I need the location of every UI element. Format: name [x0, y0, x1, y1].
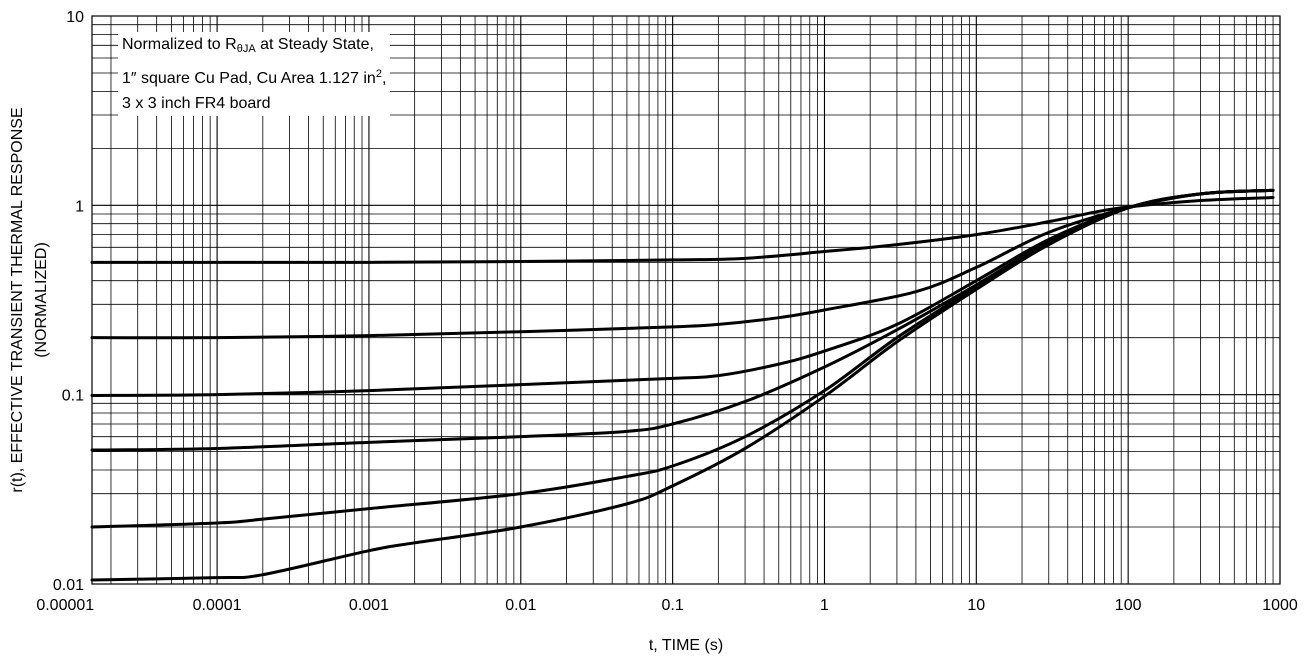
x-tick-label: 1000	[1262, 597, 1298, 614]
chart-annotation: Normalized to RθJA at Steady State, 1″ s…	[118, 32, 391, 116]
series-line-2	[90, 188, 1275, 340]
x-tick-label: 0.01	[505, 597, 536, 614]
y-axis-title: r(t), EFFECTIVE TRANSIENT THERMAL RESPON…	[9, 107, 26, 492]
annotation-text: 1″ square Cu Pad, Cu Area 1.127 in	[122, 70, 376, 87]
annotation-text: ,	[381, 70, 387, 87]
x-tick-label: 0.001	[349, 597, 389, 614]
x-tick-label: 0.00001	[36, 597, 94, 614]
annotation-subscript: θJA	[236, 43, 256, 55]
annotation-line-1: Normalized to RθJA at Steady State,	[122, 32, 386, 62]
x-tick-label: 100	[1115, 597, 1142, 614]
annotation-text: Normalized to R	[122, 36, 237, 53]
series-line-5	[90, 188, 1275, 529]
y-tick-label: 0.1	[62, 388, 84, 405]
annotation-line-2: 1″ square Cu Pad, Cu Area 1.127 in2,	[122, 62, 386, 91]
x-axis-title: t, TIME (s)	[649, 637, 723, 654]
annotation-line-3: 3 x 3 inch FR4 board	[122, 95, 271, 112]
x-tick-label: 0.0001	[193, 597, 242, 614]
plot-frame	[91, 15, 1281, 585]
x-tick-labels: 0.00001 0.0001 0.001 0.01 0.1 1 10 100 1000	[36, 597, 1298, 614]
y-tick-label: 1	[75, 198, 84, 215]
chart-series	[90, 188, 1275, 582]
annotation-text: at Steady State,	[255, 36, 374, 53]
y-tick-label: 0.01	[53, 577, 84, 594]
x-tick-label: 1	[820, 597, 829, 614]
y-axis-subtitle: (NORMALIZED)	[33, 242, 50, 358]
x-tick-label: 0.1	[662, 597, 684, 614]
series-line-4	[90, 188, 1275, 452]
y-tick-labels: 0.01 0.1 1 10	[53, 9, 84, 594]
y-tick-label: 10	[66, 9, 84, 26]
annotation-superscript: 2	[375, 68, 382, 80]
x-tick-label: 10	[967, 597, 985, 614]
series-line-1	[90, 196, 1275, 264]
series-line-6	[90, 188, 1275, 582]
